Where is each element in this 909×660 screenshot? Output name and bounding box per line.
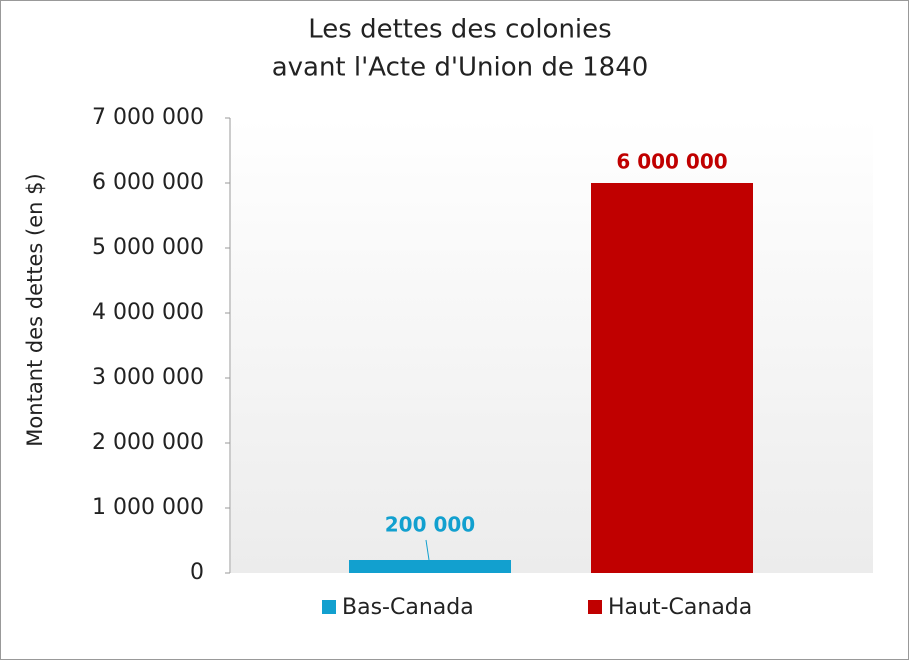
legend-label: Bas-Canada — [342, 595, 474, 620]
y-tick-label: 7 000 000 — [92, 105, 204, 130]
leader-line — [425, 539, 430, 561]
legend-swatch — [322, 600, 336, 614]
value-label: 6 000 000 — [616, 150, 727, 174]
y-tick-label: 2 000 000 — [92, 430, 204, 455]
bar — [591, 183, 753, 573]
y-tick-label: 1 000 000 — [92, 495, 204, 520]
y-tick-label: 0 — [190, 560, 204, 585]
legend-swatch — [588, 600, 602, 614]
y-tick-label: 4 000 000 — [92, 300, 204, 325]
chart-title: Les dettes des colonies — [308, 15, 611, 45]
y-tick-label: 3 000 000 — [92, 365, 204, 390]
y-tick-label: 5 000 000 — [92, 235, 204, 260]
value-label: 200 000 — [385, 513, 475, 537]
y-tick-label: 6 000 000 — [92, 170, 204, 195]
bar — [349, 560, 511, 573]
legend-label: Haut-Canada — [608, 595, 752, 620]
chart-title: avant l'Acte d'Union de 1840 — [272, 53, 649, 83]
y-axis-label: Montant des dettes (en $) — [23, 173, 47, 446]
plot-area — [231, 118, 873, 573]
